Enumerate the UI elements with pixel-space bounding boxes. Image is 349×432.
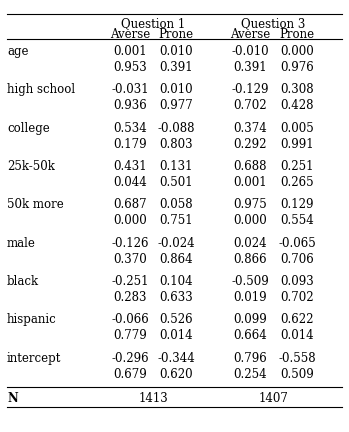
Text: 0.975: 0.975 [233,198,267,211]
Text: 0.664: 0.664 [233,330,267,343]
Text: 0.374: 0.374 [233,122,267,135]
Text: 0.000: 0.000 [113,214,147,227]
Text: 0.251: 0.251 [280,160,314,173]
Text: 0.977: 0.977 [159,99,193,112]
Text: 0.292: 0.292 [233,138,267,151]
Text: 0.687: 0.687 [113,198,147,211]
Text: 0.010: 0.010 [159,83,193,96]
Text: -0.344: -0.344 [157,352,195,365]
Text: 0.001: 0.001 [233,176,267,189]
Text: -0.126: -0.126 [111,237,149,250]
Text: 0.000: 0.000 [233,214,267,227]
Text: 0.099: 0.099 [233,313,267,326]
Text: age: age [7,45,29,58]
Text: 0.019: 0.019 [233,291,267,304]
Text: hispanic: hispanic [7,313,57,326]
Text: 1413: 1413 [138,391,168,404]
Text: 0.976: 0.976 [280,61,314,74]
Text: college: college [7,122,50,135]
Text: 25k-50k: 25k-50k [7,160,55,173]
Text: 0.509: 0.509 [280,368,314,381]
Text: 0.104: 0.104 [159,275,193,288]
Text: 0.620: 0.620 [159,368,193,381]
Text: 0.679: 0.679 [113,368,147,381]
Text: -0.088: -0.088 [157,122,195,135]
Text: Question 1: Question 1 [121,17,185,30]
Text: -0.558: -0.558 [278,352,316,365]
Text: 0.706: 0.706 [280,253,314,266]
Text: 0.391: 0.391 [159,61,193,74]
Text: -0.296: -0.296 [111,352,149,365]
Text: 1407: 1407 [259,391,288,404]
Text: 0.779: 0.779 [113,330,147,343]
Text: 0.796: 0.796 [233,352,267,365]
Text: 0.688: 0.688 [233,160,267,173]
Text: 0.283: 0.283 [113,291,147,304]
Text: 0.131: 0.131 [159,160,193,173]
Text: 0.370: 0.370 [113,253,147,266]
Text: 0.633: 0.633 [159,291,193,304]
Text: -0.010: -0.010 [231,45,269,58]
Text: -0.251: -0.251 [111,275,149,288]
Text: 0.622: 0.622 [280,313,314,326]
Text: -0.129: -0.129 [231,83,269,96]
Text: 0.024: 0.024 [233,237,267,250]
Text: Averse: Averse [230,28,270,41]
Text: 0.864: 0.864 [159,253,193,266]
Text: 0.001: 0.001 [113,45,147,58]
Text: 0.005: 0.005 [280,122,314,135]
Text: -0.031: -0.031 [111,83,149,96]
Text: 0.554: 0.554 [280,214,314,227]
Text: 0.093: 0.093 [280,275,314,288]
Text: 0.179: 0.179 [113,138,147,151]
Text: 0.803: 0.803 [159,138,193,151]
Text: 0.000: 0.000 [280,45,314,58]
Text: 0.953: 0.953 [113,61,147,74]
Text: black: black [7,275,39,288]
Text: 0.936: 0.936 [113,99,147,112]
Text: -0.065: -0.065 [278,237,316,250]
Text: Prone: Prone [280,28,314,41]
Text: 0.058: 0.058 [159,198,193,211]
Text: 0.010: 0.010 [159,45,193,58]
Text: 0.044: 0.044 [113,176,147,189]
Text: 0.431: 0.431 [113,160,147,173]
Text: 0.014: 0.014 [280,330,314,343]
Text: 0.265: 0.265 [280,176,314,189]
Text: -0.509: -0.509 [231,275,269,288]
Text: 0.751: 0.751 [159,214,193,227]
Text: N: N [7,391,18,404]
Text: 0.526: 0.526 [159,313,193,326]
Text: Question 3: Question 3 [241,17,306,30]
Text: 0.391: 0.391 [233,61,267,74]
Text: intercept: intercept [7,352,61,365]
Text: 0.254: 0.254 [233,368,267,381]
Text: Prone: Prone [158,28,194,41]
Text: high school: high school [7,83,75,96]
Text: 0.428: 0.428 [280,99,314,112]
Text: male: male [7,237,36,250]
Text: 50k more: 50k more [7,198,64,211]
Text: -0.024: -0.024 [157,237,195,250]
Text: 0.991: 0.991 [280,138,314,151]
Text: 0.866: 0.866 [233,253,267,266]
Text: 0.702: 0.702 [280,291,314,304]
Text: 0.129: 0.129 [280,198,314,211]
Text: 0.702: 0.702 [233,99,267,112]
Text: 0.534: 0.534 [113,122,147,135]
Text: -0.066: -0.066 [111,313,149,326]
Text: 0.014: 0.014 [159,330,193,343]
Text: 0.501: 0.501 [159,176,193,189]
Text: Averse: Averse [110,28,150,41]
Text: 0.308: 0.308 [280,83,314,96]
